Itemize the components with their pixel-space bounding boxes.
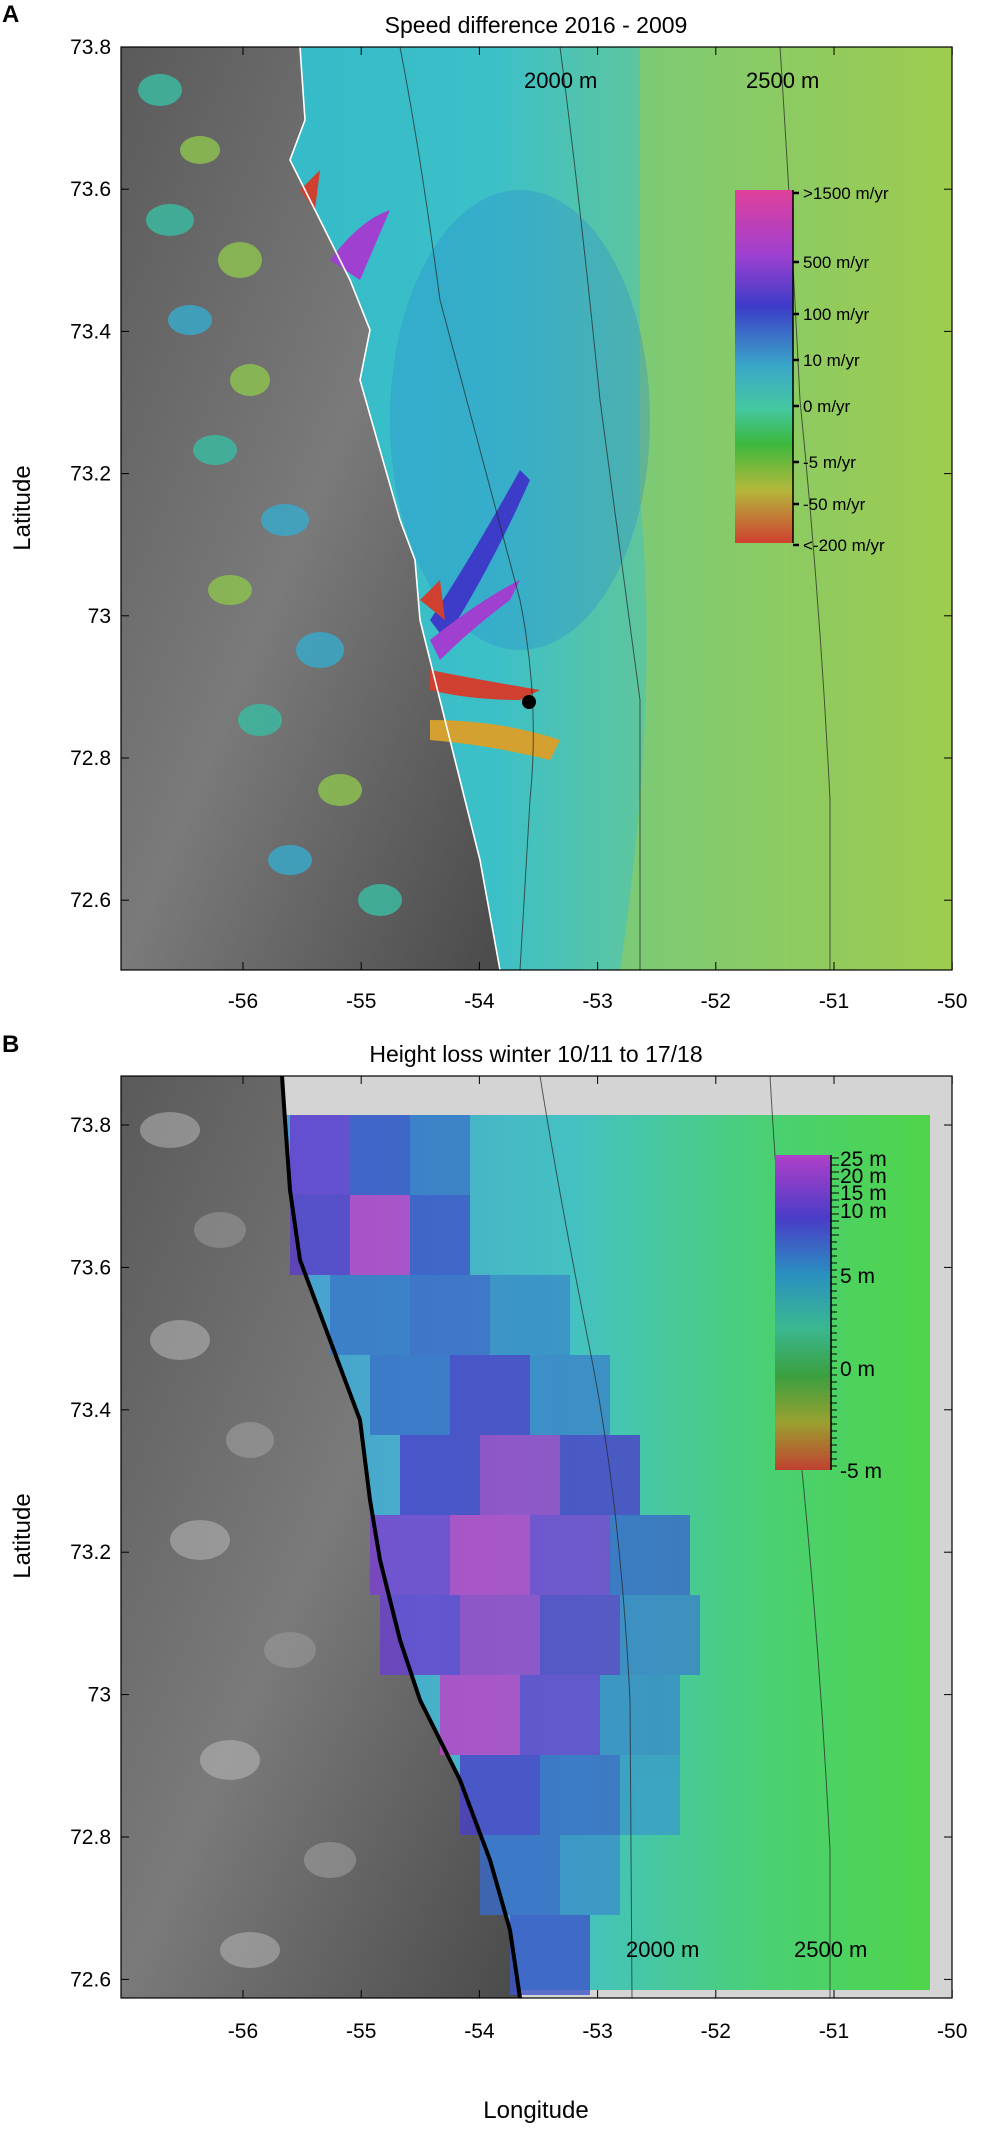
raster-cell	[560, 1835, 620, 1915]
panel-a-colorbar: >1500 m/yr 500 m/yr 100 m/yr 10 m/yr 0 m/yr -…	[735, 184, 889, 555]
x-tick-label: -54	[464, 2020, 495, 2043]
raster-cell	[410, 1195, 470, 1275]
raster-cell	[450, 1355, 530, 1435]
panel-b-contour-label-2000: 2000 m	[626, 1937, 699, 1962]
colorbar-a-label: 100 m/yr	[803, 305, 869, 324]
colorbar-a-label: 500 m/yr	[803, 253, 869, 272]
y-tick-label: 73.4	[70, 1399, 111, 1422]
raster-cell	[350, 1115, 410, 1195]
raster-cell	[350, 1195, 410, 1275]
raster-cell	[620, 1755, 680, 1835]
raster-cell	[440, 1675, 520, 1755]
colorbar-b-label: 20 m	[840, 1165, 887, 1188]
panel-b-xlabel: Longitude	[483, 2097, 588, 2124]
panel-a-axes-frame	[120, 46, 953, 971]
x-tick-label: -52	[701, 2020, 731, 2043]
raster-cell	[480, 1435, 560, 1515]
y-tick-label: 73	[88, 605, 111, 628]
panel-a-x-ticks: -56 -55 -54 -53 -52 -51 -50	[228, 47, 967, 1013]
y-tick-label: 73.6	[70, 1256, 111, 1279]
panel-a-point-marker	[522, 695, 536, 709]
y-tick-label: 72.6	[70, 1968, 111, 1991]
x-tick-label: -50	[937, 2020, 967, 2043]
raster-cell	[480, 1835, 560, 1915]
colorbar-b-label: 0 m	[840, 1358, 875, 1381]
x-tick-label: -52	[701, 990, 731, 1013]
colorbar-b-label: 10 m	[840, 1200, 887, 1223]
raster-cell	[410, 1115, 470, 1195]
y-tick-label: 73.8	[70, 1114, 111, 1137]
raster-cell	[560, 1435, 640, 1515]
y-tick-label: 73	[88, 1684, 111, 1707]
colorbar-b-label: -5 m	[840, 1460, 882, 1483]
x-tick-label: -51	[819, 2020, 849, 2043]
panel-b-colorbar: 25 m20 m15 m10 m 5 m 0 m -5 m	[775, 1148, 887, 1483]
raster-cell	[290, 1115, 350, 1195]
x-tick-label: -56	[228, 990, 258, 1013]
panel-a-letter: A	[2, 1, 19, 28]
colorbar-a-label: -50 m/yr	[803, 495, 866, 514]
panel-b-ylabel: Latitude	[9, 1493, 36, 1578]
raster-cell	[460, 1595, 540, 1675]
raster-cell	[530, 1515, 610, 1595]
y-tick-label: 73.8	[70, 36, 111, 59]
panel-b-x-ticks: -56 -55 -54 -53 -52 -51 -50	[228, 1076, 967, 2043]
y-tick-label: 73.6	[70, 178, 111, 201]
raster-cell	[370, 1515, 450, 1595]
panel-a-contour-label-2000: 2000 m	[524, 68, 597, 93]
colorbar-b-label: 25 m	[840, 1148, 887, 1171]
panel-a-y-ticks: 73.8 73.6 73.4 73.2 73 72.8 72.6	[70, 36, 952, 912]
panel-a-title: Speed difference 2016 - 2009	[385, 12, 688, 38]
y-tick-label: 72.8	[70, 747, 111, 770]
raster-cell	[510, 1915, 590, 1995]
panel-a-ylabel: Latitude	[9, 465, 36, 550]
y-tick-label: 73.2	[70, 1541, 111, 1564]
x-tick-label: -53	[582, 2020, 612, 2043]
raster-cell	[330, 1275, 410, 1355]
x-tick-label: -55	[346, 2020, 376, 2043]
raster-cell	[520, 1675, 600, 1755]
raster-cell	[490, 1275, 570, 1355]
raster-cell	[460, 1755, 540, 1835]
colorbar-b-label: 15 m	[840, 1182, 887, 1205]
colorbar-a-label: >1500 m/yr	[803, 184, 889, 203]
raster-cell	[530, 1355, 610, 1435]
raster-cell	[600, 1675, 680, 1755]
x-tick-label: -53	[582, 990, 612, 1013]
panel-b-y-ticks: 73.8 73.6 73.4 73.2 73 72.8 72.6	[70, 1114, 952, 1991]
panel-b-title: Height loss winter 10/11 to 17/18	[369, 1041, 702, 1067]
y-tick-label: 73.4	[70, 320, 111, 343]
raster-cell	[540, 1755, 620, 1835]
y-tick-label: 73.2	[70, 463, 111, 486]
y-tick-label: 72.8	[70, 1826, 111, 1849]
colorbar-a-label: 0 m/yr	[803, 397, 851, 416]
raster-cell	[400, 1435, 480, 1515]
raster-cell	[450, 1515, 530, 1595]
colorbar-a-label: <-200 m/yr	[803, 536, 885, 555]
colorbar-a-label: -5 m/yr	[803, 453, 856, 472]
colorbar-b-label: 5 m	[840, 1265, 875, 1288]
raster-cell	[370, 1355, 450, 1435]
x-tick-label: -54	[464, 990, 495, 1013]
panel-b-contour-label-2500: 2500 m	[794, 1937, 867, 1962]
x-tick-label: -50	[937, 990, 967, 1013]
raster-cell	[610, 1515, 690, 1595]
x-tick-label: -56	[228, 2020, 258, 2043]
panel-a-contour-label-2500: 2500 m	[746, 68, 819, 93]
raster-cell	[540, 1595, 620, 1675]
panel-b-letter: B	[2, 1031, 19, 1058]
x-tick-label: -51	[819, 990, 849, 1013]
x-tick-label: -55	[346, 990, 376, 1013]
colorbar-a-label: 10 m/yr	[803, 351, 860, 370]
raster-cell	[410, 1275, 490, 1355]
raster-cell	[620, 1595, 700, 1675]
panel-b-axes-frame	[120, 1075, 953, 1999]
y-tick-label: 72.6	[70, 889, 111, 912]
